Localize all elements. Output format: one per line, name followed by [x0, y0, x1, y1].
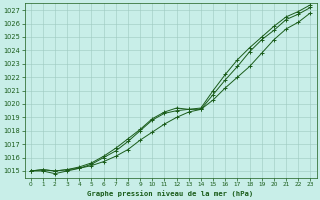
X-axis label: Graphe pression niveau de la mer (hPa): Graphe pression niveau de la mer (hPa): [87, 190, 254, 197]
